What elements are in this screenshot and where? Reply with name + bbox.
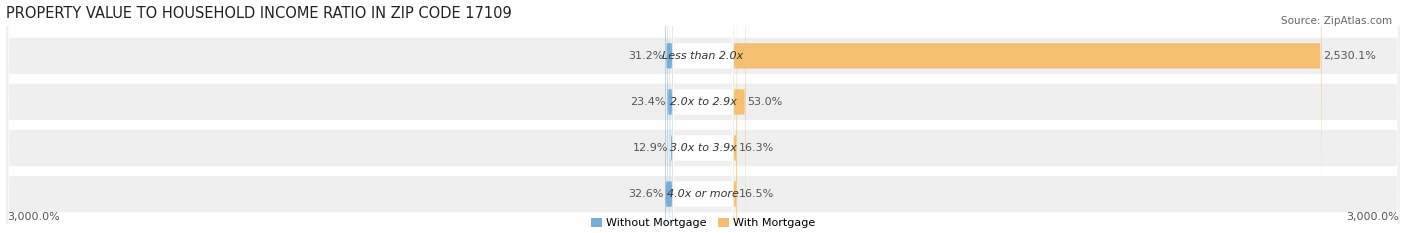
FancyBboxPatch shape [673, 0, 733, 233]
Text: 23.4%: 23.4% [630, 97, 665, 107]
FancyBboxPatch shape [733, 0, 737, 233]
FancyBboxPatch shape [733, 0, 745, 233]
FancyBboxPatch shape [7, 0, 1399, 233]
Text: 3,000.0%: 3,000.0% [1347, 212, 1399, 222]
Text: 32.6%: 32.6% [628, 189, 664, 199]
FancyBboxPatch shape [733, 0, 737, 233]
Text: 2.0x to 2.9x: 2.0x to 2.9x [669, 97, 737, 107]
Text: 16.3%: 16.3% [740, 143, 775, 153]
Text: 12.9%: 12.9% [633, 143, 668, 153]
Text: 31.2%: 31.2% [628, 51, 664, 61]
FancyBboxPatch shape [7, 0, 1399, 233]
Text: 4.0x or more: 4.0x or more [666, 189, 740, 199]
Legend: Without Mortgage, With Mortgage: Without Mortgage, With Mortgage [591, 218, 815, 228]
Text: Source: ZipAtlas.com: Source: ZipAtlas.com [1281, 16, 1392, 26]
Text: 53.0%: 53.0% [748, 97, 783, 107]
FancyBboxPatch shape [673, 0, 733, 233]
FancyBboxPatch shape [665, 0, 673, 233]
FancyBboxPatch shape [673, 0, 733, 233]
Text: 2,530.1%: 2,530.1% [1323, 51, 1376, 61]
FancyBboxPatch shape [668, 0, 673, 233]
FancyBboxPatch shape [665, 0, 673, 233]
FancyBboxPatch shape [673, 0, 733, 233]
FancyBboxPatch shape [7, 0, 1399, 233]
Text: Less than 2.0x: Less than 2.0x [662, 51, 744, 61]
Text: 16.5%: 16.5% [740, 189, 775, 199]
FancyBboxPatch shape [669, 0, 673, 233]
FancyBboxPatch shape [733, 0, 1322, 233]
Text: 3.0x to 3.9x: 3.0x to 3.9x [669, 143, 737, 153]
FancyBboxPatch shape [7, 0, 1399, 233]
Text: 3,000.0%: 3,000.0% [7, 212, 59, 222]
Text: PROPERTY VALUE TO HOUSEHOLD INCOME RATIO IN ZIP CODE 17109: PROPERTY VALUE TO HOUSEHOLD INCOME RATIO… [6, 6, 512, 21]
